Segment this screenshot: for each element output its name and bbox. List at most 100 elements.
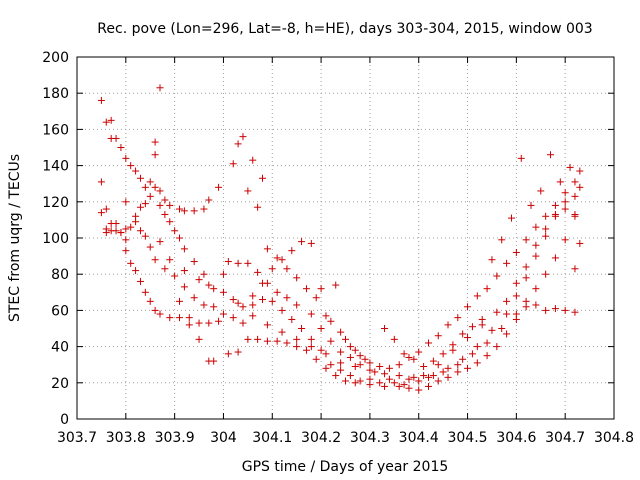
data-point — [156, 201, 164, 209]
x-tick-label: 304.1 — [252, 430, 292, 446]
data-point — [561, 189, 569, 197]
data-point — [229, 314, 237, 322]
data-point — [376, 379, 384, 387]
data-point — [180, 283, 188, 291]
data-point — [542, 212, 550, 220]
data-point — [219, 310, 227, 318]
data-point — [205, 196, 213, 204]
y-tick-label: 120 — [42, 195, 69, 211]
data-point — [112, 134, 120, 142]
data-point — [571, 308, 579, 316]
data-point — [210, 357, 218, 365]
data-point — [346, 343, 354, 351]
data-point — [219, 270, 227, 278]
data-point — [381, 325, 389, 332]
data-point — [151, 306, 159, 314]
data-point — [356, 361, 364, 369]
data-point — [146, 192, 154, 200]
data-point — [405, 353, 413, 361]
data-point — [298, 238, 306, 246]
data-point — [224, 350, 232, 358]
data-point — [410, 373, 418, 381]
data-point — [288, 247, 296, 255]
data-point — [400, 381, 408, 389]
data-point — [444, 321, 452, 329]
data-point — [327, 361, 335, 369]
x-tick-label: 304 — [210, 430, 237, 446]
data-point — [317, 285, 325, 293]
data-point — [166, 256, 174, 264]
y-tick-labels: 0 20 40 60 80 100 120 140 160 180 200 — [42, 50, 69, 428]
data-point — [176, 205, 184, 213]
data-point — [395, 361, 403, 369]
data-point — [361, 355, 369, 363]
data-point — [234, 348, 242, 356]
data-point — [342, 377, 349, 385]
data-point — [200, 301, 208, 309]
data-point — [259, 279, 267, 287]
data-point — [234, 259, 242, 267]
data-point — [420, 372, 428, 380]
data-point — [468, 323, 476, 331]
data-point — [503, 259, 511, 267]
data-point — [283, 339, 291, 347]
data-point — [542, 225, 550, 233]
data-point — [473, 359, 481, 367]
data-point — [571, 178, 579, 186]
data-point — [210, 285, 218, 293]
data-point — [180, 267, 188, 275]
data-point — [234, 299, 242, 307]
data-point — [146, 243, 154, 251]
data-point — [151, 256, 159, 264]
x-tick-label: 304.6 — [496, 430, 536, 446]
x-axis-label: GPS time / Days of year 2015 — [242, 459, 449, 475]
data-point — [390, 335, 398, 343]
data-point — [112, 220, 120, 228]
data-point — [278, 306, 286, 314]
data-point — [249, 301, 257, 309]
data-point — [127, 162, 135, 170]
data-point — [434, 377, 442, 385]
y-tick-label: 100 — [42, 231, 69, 247]
grid — [77, 57, 614, 419]
data-point — [146, 297, 154, 305]
data-point — [322, 364, 330, 372]
data-point — [166, 218, 174, 226]
data-point — [278, 256, 286, 264]
data-point — [141, 200, 149, 208]
data-point — [176, 314, 184, 322]
data-point — [444, 373, 452, 381]
data-point — [195, 319, 203, 327]
data-point — [571, 210, 579, 218]
data-point — [146, 178, 154, 186]
data-point — [385, 375, 393, 383]
data-point — [136, 277, 144, 285]
data-point — [488, 256, 496, 264]
data-point — [136, 174, 144, 182]
data-point — [424, 373, 432, 381]
data-point — [161, 210, 169, 218]
data-point — [532, 252, 540, 260]
data-point — [332, 372, 340, 380]
data-point — [122, 154, 130, 162]
data-point — [400, 350, 408, 358]
data-point — [547, 151, 555, 159]
data-point — [195, 276, 203, 284]
data-point — [156, 238, 164, 246]
data-point — [517, 154, 525, 162]
data-point — [224, 258, 232, 266]
data-point — [327, 337, 335, 345]
data-point — [522, 303, 530, 311]
data-point — [561, 205, 569, 213]
data-point — [254, 268, 262, 276]
data-point — [429, 357, 437, 365]
data-point — [307, 335, 315, 343]
data-point — [571, 192, 579, 200]
data-point — [117, 144, 125, 151]
data-point — [337, 359, 345, 367]
data-point — [561, 198, 569, 206]
data-point — [171, 272, 179, 280]
data-point — [156, 84, 164, 92]
data-point — [205, 281, 213, 289]
data-point — [405, 375, 413, 383]
